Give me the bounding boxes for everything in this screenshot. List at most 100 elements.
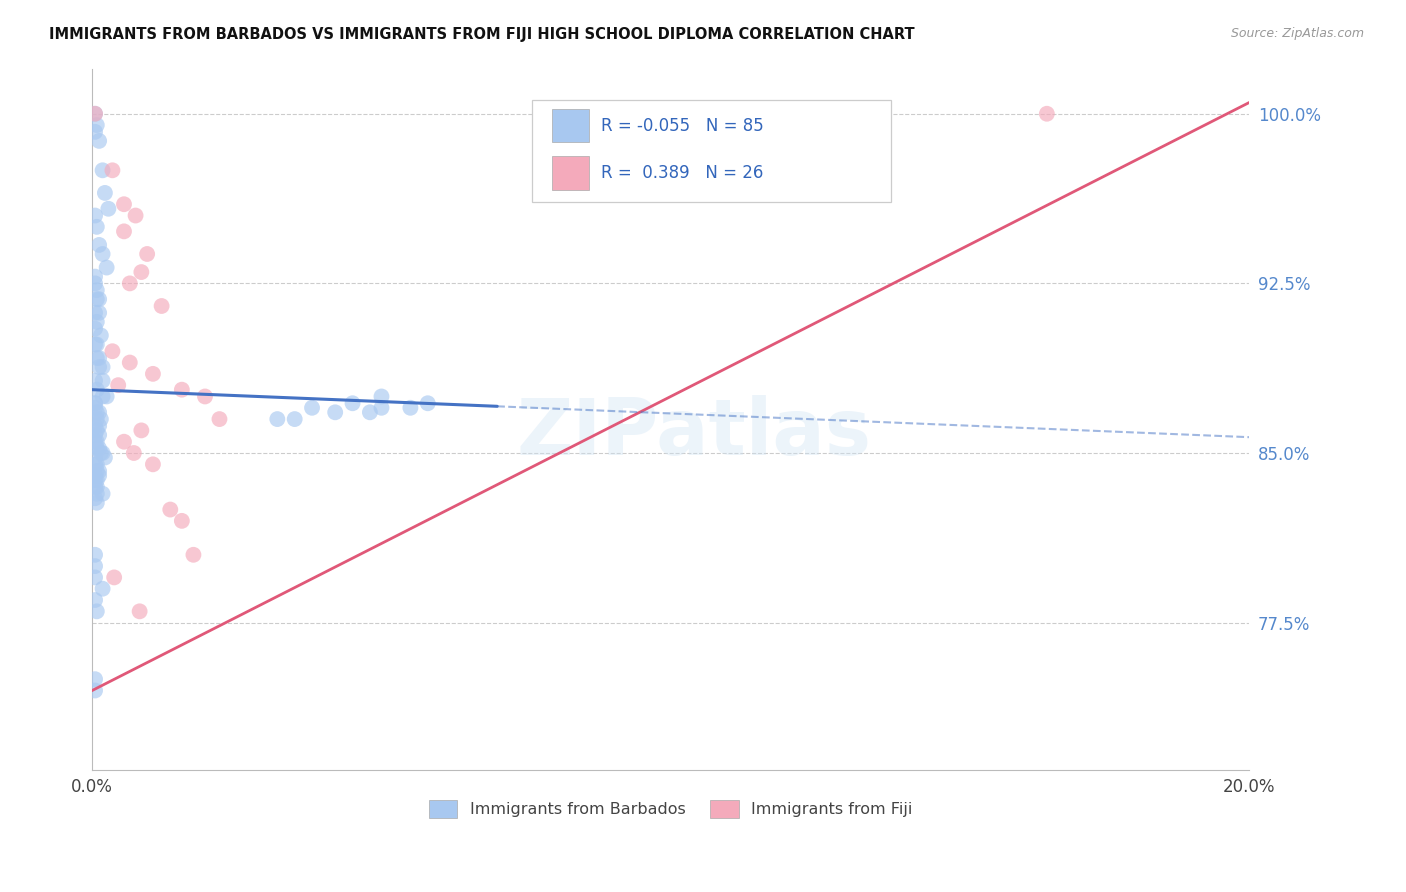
- Point: [86, 351, 108, 365]
- Point: [84, 107, 107, 121]
- Point: [323, 405, 346, 419]
- Point: [86, 424, 108, 438]
- Point: [90, 328, 112, 343]
- Point: [97, 202, 120, 216]
- Point: [112, 197, 135, 211]
- Point: [86, 604, 108, 618]
- Point: [87, 238, 110, 252]
- Point: [370, 401, 392, 415]
- Point: [118, 277, 141, 291]
- Point: [112, 434, 135, 449]
- Point: [101, 163, 124, 178]
- Point: [84, 468, 107, 483]
- Point: [86, 434, 108, 449]
- Point: [124, 209, 146, 223]
- Point: [87, 292, 110, 306]
- Point: [136, 247, 159, 261]
- Point: [91, 374, 114, 388]
- Text: ZIPatlas: ZIPatlas: [516, 395, 872, 471]
- Point: [87, 418, 110, 433]
- Point: [87, 134, 110, 148]
- Point: [84, 491, 107, 506]
- Point: [96, 260, 118, 275]
- Point: [87, 428, 110, 442]
- Point: [87, 442, 110, 456]
- Point: [101, 344, 124, 359]
- Point: [84, 450, 107, 465]
- Point: [86, 283, 108, 297]
- Point: [86, 337, 108, 351]
- Point: [183, 548, 205, 562]
- Text: IMMIGRANTS FROM BARBADOS VS IMMIGRANTS FROM FIJI HIGH SCHOOL DIPLOMA CORRELATION: IMMIGRANTS FROM BARBADOS VS IMMIGRANTS F…: [49, 27, 915, 42]
- Text: R =  0.389   N = 26: R = 0.389 N = 26: [602, 164, 763, 182]
- Point: [128, 604, 150, 618]
- Point: [84, 401, 107, 415]
- Point: [91, 582, 114, 596]
- Point: [86, 473, 108, 487]
- Point: [122, 446, 145, 460]
- Point: [86, 219, 108, 234]
- Point: [142, 458, 165, 472]
- Point: [370, 389, 392, 403]
- Point: [84, 418, 107, 433]
- Point: [86, 458, 108, 472]
- Point: [91, 360, 114, 375]
- Point: [159, 502, 181, 516]
- Point: [84, 374, 107, 388]
- Legend: Immigrants from Barbados, Immigrants from Fiji: Immigrants from Barbados, Immigrants fro…: [422, 794, 920, 825]
- Point: [84, 396, 107, 410]
- Point: [84, 548, 107, 562]
- Point: [142, 367, 165, 381]
- Point: [194, 389, 217, 403]
- Point: [284, 412, 307, 426]
- Point: [107, 378, 129, 392]
- Point: [91, 486, 114, 500]
- Point: [84, 683, 107, 698]
- Point: [84, 480, 107, 494]
- Point: [416, 396, 439, 410]
- Point: [84, 396, 107, 410]
- Bar: [551, 109, 589, 143]
- Point: [170, 383, 193, 397]
- Point: [208, 412, 231, 426]
- Point: [359, 405, 381, 419]
- Point: [84, 434, 107, 449]
- Point: [84, 672, 107, 686]
- Text: Source: ZipAtlas.com: Source: ZipAtlas.com: [1230, 27, 1364, 40]
- Point: [86, 486, 108, 500]
- Point: [91, 247, 114, 261]
- Point: [118, 355, 141, 369]
- Point: [84, 458, 107, 472]
- Point: [399, 401, 422, 415]
- Point: [342, 396, 364, 410]
- Point: [131, 265, 153, 279]
- Text: R = -0.055   N = 85: R = -0.055 N = 85: [602, 118, 763, 136]
- Point: [94, 186, 117, 200]
- Point: [84, 337, 107, 351]
- Point: [87, 306, 110, 320]
- Point: [84, 428, 107, 442]
- Point: [87, 351, 110, 365]
- Point: [84, 570, 107, 584]
- Point: [84, 321, 107, 335]
- Point: [112, 224, 135, 238]
- Point: [87, 464, 110, 478]
- Bar: [551, 156, 589, 190]
- Point: [84, 107, 107, 121]
- Point: [84, 269, 107, 284]
- Point: [90, 412, 112, 426]
- Point: [86, 383, 108, 397]
- Point: [86, 442, 108, 456]
- Point: [266, 412, 288, 426]
- Point: [86, 292, 108, 306]
- Point: [301, 401, 323, 415]
- Point: [84, 473, 107, 487]
- Point: [91, 446, 114, 460]
- Point: [84, 593, 107, 607]
- Point: [94, 450, 117, 465]
- Point: [87, 360, 110, 375]
- Point: [170, 514, 193, 528]
- Point: [86, 496, 108, 510]
- Point: [150, 299, 173, 313]
- Point: [84, 277, 107, 291]
